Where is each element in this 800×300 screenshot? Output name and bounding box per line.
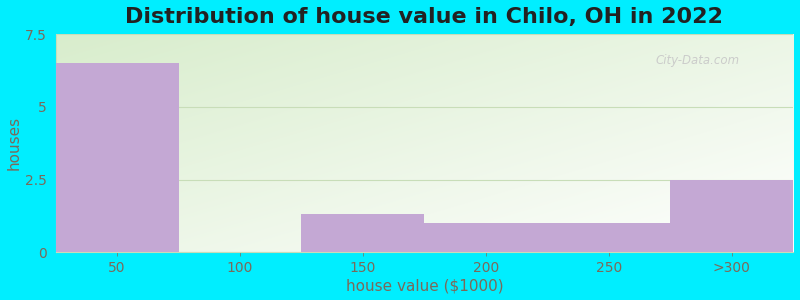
Bar — [547, 223, 670, 252]
Y-axis label: houses: houses — [7, 116, 22, 170]
Bar — [424, 223, 547, 252]
Bar — [302, 214, 424, 252]
Text: City-Data.com: City-Data.com — [655, 54, 739, 67]
Bar — [670, 179, 793, 252]
Title: Distribution of house value in Chilo, OH in 2022: Distribution of house value in Chilo, OH… — [126, 7, 723, 27]
Bar — [56, 63, 178, 252]
X-axis label: house value ($1000): house value ($1000) — [346, 278, 503, 293]
